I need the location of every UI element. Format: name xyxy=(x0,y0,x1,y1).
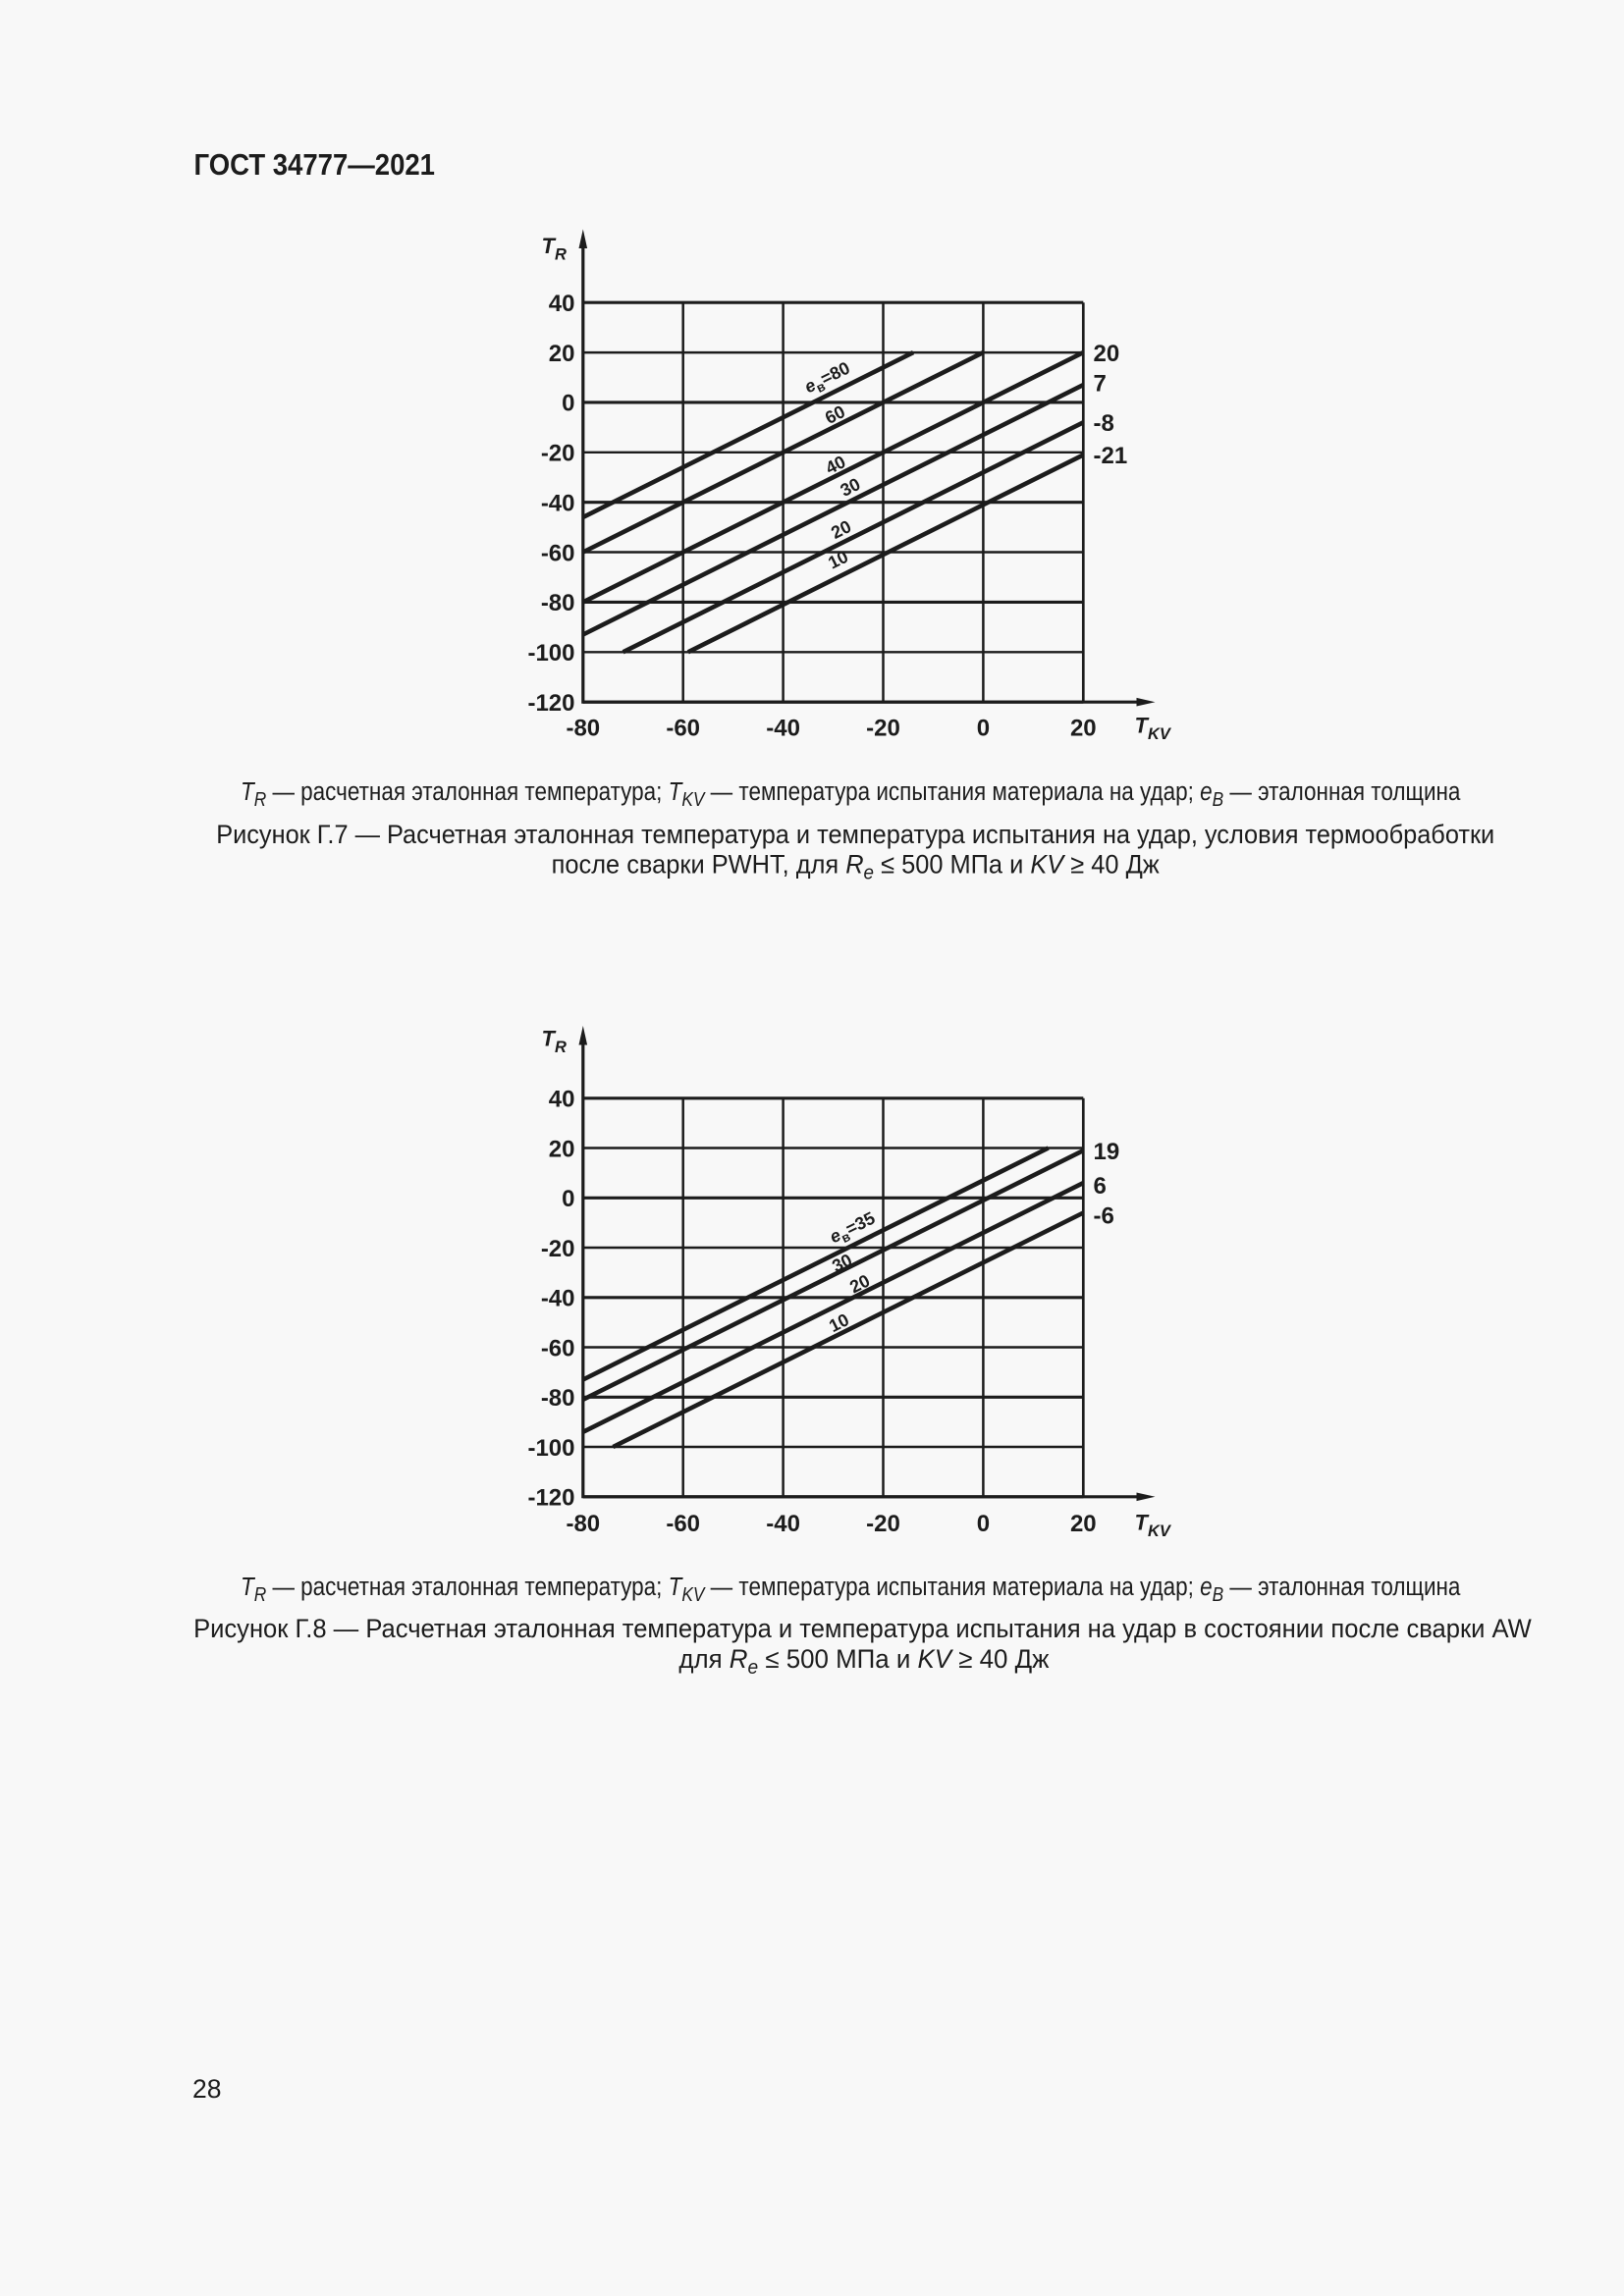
svg-text:TR: TR xyxy=(542,1027,567,1057)
svg-text:Рисунок Г.8 — Расчетная эталон: Рисунок Г.8 — Расчетная эталонная темпер… xyxy=(193,1613,1532,1643)
svg-text:-40: -40 xyxy=(541,1286,575,1312)
svg-text:-60: -60 xyxy=(666,716,700,742)
svg-text:-20: -20 xyxy=(541,1236,575,1262)
svg-text:0: 0 xyxy=(977,1511,990,1537)
svg-text:20: 20 xyxy=(1094,341,1120,367)
svg-text:TKV: TKV xyxy=(1135,714,1172,744)
svg-text:-80: -80 xyxy=(541,1385,575,1412)
svg-text:-40: -40 xyxy=(766,1511,800,1537)
svg-text:40: 40 xyxy=(549,291,575,317)
svg-text:-6: -6 xyxy=(1094,1202,1114,1229)
svg-text:0: 0 xyxy=(562,391,574,417)
svg-text:ГОСТ 34777—2021: ГОСТ 34777—2021 xyxy=(194,148,435,183)
svg-text:-100: -100 xyxy=(527,640,574,667)
svg-text:-21: -21 xyxy=(1094,443,1128,469)
svg-text:-8: -8 xyxy=(1094,410,1114,437)
svg-text:0: 0 xyxy=(977,716,990,742)
svg-text:Рисунок Г.7 — Расчетная эталон: Рисунок Г.7 — Расчетная эталонная темпер… xyxy=(216,819,1494,849)
svg-text:TKV: TKV xyxy=(1135,1511,1172,1541)
svg-text:40: 40 xyxy=(823,452,849,478)
svg-text:-20: -20 xyxy=(541,441,575,467)
svg-text:TR — расчетная эталонная темпе: TR — расчетная эталонная температура; TK… xyxy=(241,778,1461,811)
svg-text:-80: -80 xyxy=(541,590,575,616)
svg-text:для Re ≤ 500 МПа и KV ≥ 40 Дж: для Re ≤ 500 МПа и KV ≥ 40 Дж xyxy=(678,1644,1049,1680)
svg-text:-80: -80 xyxy=(566,716,600,742)
svg-text:-20: -20 xyxy=(866,716,900,742)
svg-text:TR: TR xyxy=(542,234,567,264)
svg-text:-60: -60 xyxy=(666,1511,700,1537)
svg-text:20: 20 xyxy=(846,1270,873,1297)
svg-text:40: 40 xyxy=(549,1087,575,1113)
svg-text:-80: -80 xyxy=(566,1511,600,1537)
svg-text:6: 6 xyxy=(1094,1173,1107,1200)
svg-text:-40: -40 xyxy=(541,491,575,517)
svg-text:-20: -20 xyxy=(866,1511,900,1537)
svg-text:TR — расчетная эталонная темпе: TR — расчетная эталонная температура; TK… xyxy=(241,1574,1461,1606)
svg-text:-100: -100 xyxy=(527,1435,574,1462)
svg-text:19: 19 xyxy=(1094,1139,1120,1165)
svg-text:-120: -120 xyxy=(527,690,574,717)
svg-text:20: 20 xyxy=(549,1136,575,1162)
svg-text:-40: -40 xyxy=(766,716,800,742)
svg-text:20: 20 xyxy=(1070,1511,1097,1537)
svg-text:28: 28 xyxy=(192,2074,221,2104)
svg-text:20: 20 xyxy=(549,341,575,367)
svg-text:после сварки PWHT, для Re ≤ 50: после сварки PWHT, для Re ≤ 500 МПа и KV… xyxy=(552,849,1161,884)
svg-text:-120: -120 xyxy=(527,1485,574,1512)
svg-text:7: 7 xyxy=(1094,370,1107,397)
svg-text:-60: -60 xyxy=(541,1335,575,1362)
svg-text:20: 20 xyxy=(1070,716,1097,742)
svg-text:-60: -60 xyxy=(541,540,575,566)
svg-text:0: 0 xyxy=(562,1186,574,1212)
